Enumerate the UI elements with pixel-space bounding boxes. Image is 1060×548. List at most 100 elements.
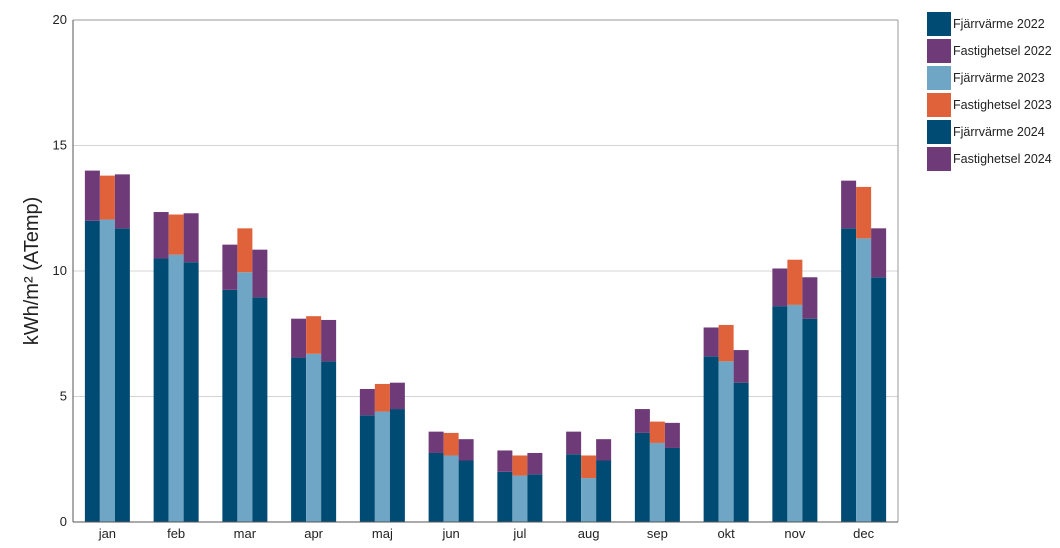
legend-swatch — [927, 146, 951, 171]
legend-label: Fastighetsel 2024 — [953, 151, 1052, 166]
bar-jul-2024-fastighetsel — [527, 452, 543, 475]
bar-maj-2022-fastighetsel — [359, 388, 375, 416]
x-tick-label: aug — [578, 526, 600, 541]
bar-apr-2023-fjarrvarme — [306, 353, 322, 522]
bar-okt-2024-fastighetsel — [733, 350, 749, 383]
bar-sep-2022-fastighetsel — [634, 409, 650, 433]
bar-apr-2024-fjarrvarme — [321, 361, 337, 522]
x-tick-label: mar — [234, 526, 257, 541]
legend-swatch — [927, 38, 951, 63]
x-tick-label: sep — [647, 526, 668, 541]
legend-label: Fjärrvärme 2022 — [953, 16, 1045, 31]
bar-okt-2022-fastighetsel — [703, 327, 719, 357]
bar-sep-2024-fjarrvarme — [664, 447, 680, 522]
bar-jul-2022-fjarrvarme — [497, 471, 513, 522]
bar-jun-2024-fastighetsel — [458, 439, 474, 461]
bar-dec-2023-fjarrvarme — [856, 238, 872, 522]
bar-jan-2022-fastighetsel — [84, 170, 100, 221]
bar-jan-2024-fjarrvarme — [114, 228, 130, 522]
bar-nov-2024-fastighetsel — [802, 277, 818, 319]
x-tick-label: jan — [98, 526, 116, 541]
bar-maj-2023-fastighetsel — [374, 383, 390, 412]
bar-feb-2022-fastighetsel — [153, 212, 169, 259]
bar-aug-2022-fastighetsel — [566, 431, 582, 455]
y-tick-label: 20 — [53, 12, 67, 27]
y-tick-label: 10 — [53, 263, 67, 278]
bar-mar-2023-fjarrvarme — [237, 272, 253, 522]
bar-jun-2022-fastighetsel — [428, 431, 444, 453]
axes — [72, 20, 898, 523]
legend-label: Fjärrvärme 2023 — [953, 70, 1045, 85]
bar-jul-2022-fastighetsel — [497, 450, 513, 472]
y-tick-label: 5 — [60, 389, 67, 404]
legend-item: Fastighetsel 2022 — [927, 37, 1057, 64]
bar-jun-2024-fjarrvarme — [458, 460, 474, 522]
x-tick-label: nov — [784, 526, 805, 541]
bar-apr-2022-fastighetsel — [291, 318, 307, 358]
x-tick-label: apr — [304, 526, 323, 541]
x-tick-label: maj — [372, 526, 393, 541]
bar-dec-2022-fjarrvarme — [841, 228, 857, 522]
y-tick-label: 15 — [53, 138, 67, 153]
legend-item: Fjärrvärme 2023 — [927, 64, 1057, 91]
bar-jan-2024-fastighetsel — [114, 174, 130, 229]
bar-mar-2023-fastighetsel — [237, 228, 253, 273]
bar-jul-2023-fjarrvarme — [512, 475, 528, 522]
bar-feb-2022-fjarrvarme — [153, 258, 169, 522]
legend-label: Fastighetsel 2023 — [953, 97, 1052, 112]
x-tick-label: okt — [717, 526, 735, 541]
bar-nov-2022-fastighetsel — [772, 268, 788, 307]
x-tick-label: jul — [512, 526, 526, 541]
bar-mar-2024-fjarrvarme — [252, 297, 268, 522]
bar-nov-2022-fjarrvarme — [772, 306, 788, 522]
bar-sep-2022-fjarrvarme — [634, 432, 650, 522]
bar-mar-2022-fjarrvarme — [222, 289, 238, 522]
legend-swatch — [927, 119, 951, 144]
bar-jun-2023-fastighetsel — [443, 432, 459, 456]
y-axis-label: kWh/m² (ATemp) — [21, 197, 43, 346]
bar-okt-2024-fjarrvarme — [733, 382, 749, 522]
bar-apr-2022-fjarrvarme — [291, 357, 307, 522]
grid-lines — [73, 19, 899, 522]
bar-feb-2023-fastighetsel — [168, 214, 184, 255]
bar-feb-2024-fjarrvarme — [183, 262, 199, 522]
bar-okt-2023-fastighetsel — [718, 324, 734, 362]
bar-dec-2023-fastighetsel — [856, 186, 872, 239]
x-tick-label: feb — [167, 526, 185, 541]
x-tick-labels: jan feb mar apr maj jun jul aug sep okt nov dec — [98, 526, 875, 541]
bar-sep-2023-fastighetsel — [649, 421, 665, 443]
bar-jan-2023-fjarrvarme — [99, 219, 115, 523]
bar-nov-2023-fjarrvarme — [787, 304, 803, 522]
legend-swatch — [927, 11, 951, 36]
bar-aug-2023-fastighetsel — [581, 455, 597, 479]
x-tick-label: jun — [441, 526, 459, 541]
bar-apr-2023-fastighetsel — [306, 316, 322, 354]
bar-feb-2023-fjarrvarme — [168, 254, 184, 522]
bar-jul-2023-fastighetsel — [512, 455, 528, 476]
bar-nov-2023-fastighetsel — [787, 259, 803, 305]
legend-item: Fastighetsel 2024 — [927, 145, 1057, 172]
legend-swatch — [927, 65, 951, 90]
bar-maj-2024-fjarrvarme — [389, 409, 405, 522]
legend-item: Fastighetsel 2023 — [927, 91, 1057, 118]
bar-maj-2024-fastighetsel — [389, 382, 405, 410]
bar-dec-2024-fjarrvarme — [871, 277, 887, 522]
x-tick-label: dec — [853, 526, 874, 541]
legend-label: Fastighetsel 2022 — [953, 43, 1052, 58]
bar-sep-2023-fjarrvarme — [649, 442, 665, 522]
bar-maj-2023-fjarrvarme — [374, 411, 390, 522]
bar-apr-2024-fastighetsel — [321, 319, 337, 362]
legend-label: Fjärrvärme 2024 — [953, 124, 1045, 139]
bar-layer — [84, 170, 887, 523]
bar-mar-2024-fastighetsel — [252, 249, 268, 298]
bar-feb-2024-fastighetsel — [183, 213, 199, 263]
bar-jan-2023-fastighetsel — [99, 175, 115, 220]
legend-item: Fjärrvärme 2022 — [927, 10, 1057, 37]
bar-dec-2022-fastighetsel — [841, 180, 857, 229]
bar-aug-2023-fjarrvarme — [581, 478, 597, 522]
bar-maj-2022-fjarrvarme — [359, 415, 375, 522]
bar-nov-2024-fjarrvarme — [802, 318, 818, 522]
bar-jul-2024-fjarrvarme — [527, 474, 543, 522]
bar-aug-2024-fastighetsel — [596, 439, 612, 461]
